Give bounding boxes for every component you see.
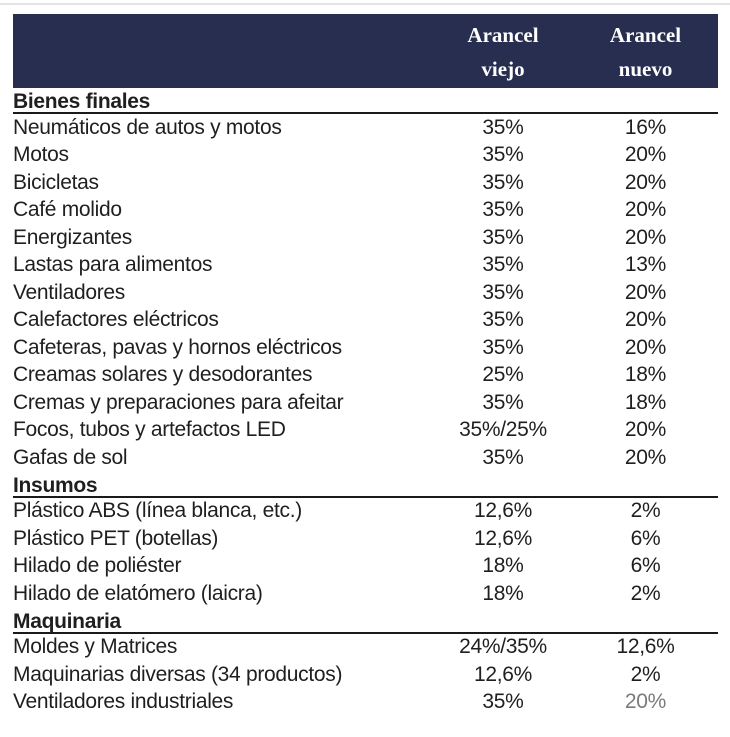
product-name-cell: Creamas solares y desodorantes [13, 363, 313, 387]
arancel-viejo-cell: 12,6% [473, 526, 533, 550]
table-row: Plástico PET (botellas) 12,6% 6% [13, 525, 718, 553]
col-header-arancel-viejo-line1: Arancel [467, 23, 539, 47]
arancel-viejo-cell: 35% [482, 198, 524, 222]
arancel-nuevo-cell: 16% [624, 115, 667, 139]
table-row: Gafas de sol 35% 20% [13, 444, 718, 472]
section-title: Maquinaria [13, 608, 718, 634]
arancel-nuevo-cell: 20% [624, 225, 667, 249]
arancel-nuevo-cell: 18% [624, 390, 667, 414]
table-row: Moldes y Matrices 24%/35% 12,6% [13, 634, 718, 662]
table-row: Cafeteras, pavas y hornos eléctricos 35% 2… [13, 334, 718, 362]
arancel-nuevo-cell: 20% [624, 308, 667, 332]
product-name-cell: Ventiladores [13, 280, 125, 304]
arancel-nuevo-cell: 20% [624, 418, 667, 442]
product-name-cell: Moldes y Matrices [13, 635, 178, 659]
arancel-viejo-cell: 35% [482, 390, 524, 414]
product-name-cell: Energizantes [13, 225, 132, 249]
arancel-nuevo-cell: 20% [624, 280, 667, 304]
product-name-cell: Motos [13, 143, 69, 167]
product-name-cell: Cafeteras, pavas y hornos eléctricos [13, 335, 342, 359]
product-name-cell: Bicicletas [13, 170, 99, 194]
arancel-nuevo-cell: 20% [624, 690, 667, 714]
table-row: Maquinarias diversas (34 productos) 12,6%… [13, 661, 718, 689]
table-row: Calefactores eléctricos 35% 20% [13, 307, 718, 335]
arancel-viejo-cell: 35% [482, 335, 524, 359]
arancel-viejo-cell: 25% [482, 363, 524, 387]
table: Arancel viejo Arancel nuevo Bienes final… [13, 14, 718, 716]
arancel-viejo-cell: 12,6% [473, 662, 533, 686]
table-row: Ventiladores 35% 20% [13, 279, 718, 307]
arancel-nuevo-cell: 6% [630, 554, 661, 578]
table-row: Bicicletas 35% 20% [13, 169, 718, 197]
product-name-cell: Hilado de elatómero (laicra) [13, 581, 263, 605]
arancel-viejo-cell: 35% [482, 225, 524, 249]
arancel-viejo-cell: 35% [482, 253, 524, 277]
table-row: Hilado de poliéster 18% 6% [13, 553, 718, 581]
arancel-nuevo-cell: 20% [624, 170, 667, 194]
tariff-comparison-table: Arancel viejo Arancel nuevo Bienes final… [0, 3, 730, 716]
arancel-nuevo-cell: 20% [624, 335, 667, 359]
arancel-nuevo-cell: 2% [630, 662, 661, 686]
arancel-viejo-cell: 35% [482, 690, 524, 714]
product-name-cell: Gafas de sol [13, 445, 128, 469]
arancel-viejo-cell: 18% [482, 581, 524, 605]
col-header-arancel-nuevo: Arancel nuevo [573, 18, 718, 88]
table-row: Lastas para alimentos 35% 13% [13, 252, 718, 280]
arancel-viejo-cell: 35% [482, 143, 524, 167]
table-row: Café molido 35% 20% [13, 197, 718, 225]
arancel-nuevo-cell: 20% [624, 143, 667, 167]
table-row: Energizantes 35% 20% [13, 224, 718, 252]
arancel-nuevo-cell: 2% [630, 499, 661, 523]
product-name-cell: Cremas y preparaciones para afeitar [13, 390, 344, 414]
table-body: Bienes finales Neumáticos de autos y moto… [13, 88, 718, 716]
arancel-nuevo-cell: 6% [630, 526, 661, 550]
col-header-arancel-nuevo-line1: Arancel [609, 23, 682, 47]
section-title: Bienes finales [13, 88, 718, 114]
arancel-viejo-cell: 35% [482, 308, 524, 332]
arancel-viejo-cell: 24%/35% [459, 635, 547, 659]
product-name-cell: Maquinarias diversas (34 productos) [13, 662, 343, 686]
col-header-arancel-viejo-line2: viejo [481, 57, 525, 81]
arancel-viejo-cell: 18% [482, 554, 524, 578]
arancel-viejo-cell: 35% [482, 445, 524, 469]
product-name-cell: Hilado de poliéster [13, 554, 182, 578]
arancel-viejo-cell: 12,6% [473, 499, 533, 523]
table-row: Hilado de elatómero (laicra) 18% 2% [13, 580, 718, 608]
top-divider [0, 3, 730, 5]
product-name-cell: Plástico ABS (línea blanca, etc.) [13, 499, 302, 523]
table-row: Plástico ABS (línea blanca, etc.) 12,6% 2% [13, 498, 718, 526]
table-header: Arancel viejo Arancel nuevo [13, 14, 718, 88]
section-title: Insumos [13, 472, 718, 498]
table-row: Creamas solares y desodorantes 25% 18% [13, 362, 718, 390]
table-row: Focos, tubos y artefactos LED 35%/25% 20% [13, 417, 718, 445]
product-name-cell: Café molido [13, 198, 122, 222]
arancel-nuevo-cell: 20% [624, 445, 667, 469]
table-row: Motos 35% 20% [13, 142, 718, 170]
arancel-nuevo-cell: 2% [630, 581, 661, 605]
table-row: Cremas y preparaciones para afeitar 35% 18… [13, 389, 718, 417]
arancel-nuevo-cell: 12,6% [616, 635, 675, 659]
table-row: Ventiladores industriales 35% 20% [13, 689, 718, 717]
arancel-viejo-cell: 35% [482, 170, 524, 194]
table-row: Neumáticos de autos y motos 35% 16% [13, 114, 718, 142]
product-name-cell: Plástico PET (botellas) [13, 526, 219, 550]
arancel-viejo-cell: 35% [482, 280, 524, 304]
product-name-cell: Neumáticos de autos y motos [13, 115, 282, 139]
product-name-cell: Ventiladores industriales [13, 690, 234, 714]
arancel-viejo-cell: 35%/25% [459, 418, 547, 442]
col-header-arancel-nuevo-line2: nuevo [618, 57, 673, 81]
product-name-cell: Focos, tubos y artefactos LED [13, 418, 286, 442]
arancel-nuevo-cell: 13% [624, 253, 667, 277]
product-name-cell: Lastas para alimentos [13, 253, 213, 277]
product-name-cell: Calefactores eléctricos [13, 308, 219, 332]
arancel-nuevo-cell: 18% [624, 363, 667, 387]
product-column-header [13, 18, 433, 88]
arancel-viejo-cell: 35% [482, 115, 524, 139]
arancel-nuevo-cell: 20% [624, 198, 667, 222]
col-header-arancel-viejo: Arancel viejo [433, 18, 573, 88]
